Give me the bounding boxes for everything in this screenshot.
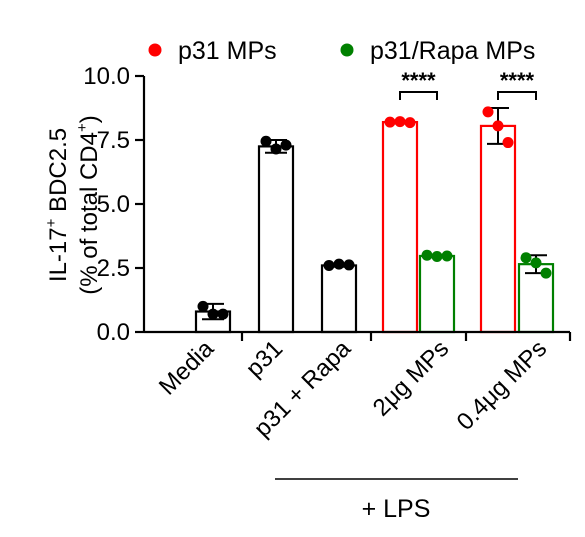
significance-label: **** [500,68,535,93]
significance-bracket [399,91,438,100]
data-point [207,308,219,320]
y-axis-label: IL-17+ BDC2.5 (% of total CD4+) [43,115,103,295]
data-point [197,300,209,312]
bar-group [194,300,232,334]
y-tick-label: 5.0 [97,191,130,218]
lps-group-label: + LPS [362,495,431,523]
data-point [520,252,532,264]
data-point [441,250,453,262]
legend-marker-p31-rapa-mps [340,43,354,57]
data-point [280,139,292,151]
x-category-label: 0.4μg MPs [452,335,553,436]
bar-group [381,116,419,334]
bar [479,124,517,334]
y-axis-label-line1: IL-17+ BDC2.5 [43,128,72,282]
data-point [404,117,416,129]
data-point [492,120,504,132]
data-point [540,267,552,279]
bars-layer [194,106,555,334]
y-tick-label: 7.5 [97,127,130,154]
data-point [482,106,494,118]
x-category-label: p31 [241,335,288,382]
significance-bracket [497,91,537,100]
data-point [394,116,406,128]
legend: p31 MPs p31/Rapa MPs [148,37,535,65]
y-tick-label: 2.5 [97,255,130,282]
data-point [270,143,282,155]
data-point [333,258,345,270]
data-point [260,135,272,147]
data-point [343,259,355,271]
bar-group [257,135,295,334]
data-point [431,250,443,262]
bar-group [479,106,517,334]
legend-marker-p31-mps [148,43,162,57]
legend-label-p31-rapa-mps: p31/Rapa MPs [370,37,535,65]
bar [257,145,295,334]
data-point [217,308,229,320]
significance-annotations: **** **** [399,68,537,100]
data-point [530,257,542,269]
y-axis-label-line2: (% of total CD4+) [74,115,103,295]
x-category-label: Media [154,335,220,401]
bar [418,254,456,334]
data-point [323,259,335,271]
data-point [502,137,514,149]
lps-group: + LPS [275,478,518,523]
bar-group [320,258,358,334]
bar-group [517,252,555,334]
y-tick-label: 0.0 [97,319,130,346]
bar-group [418,249,456,334]
bar [381,120,419,334]
significance-label: **** [401,68,436,93]
y-axis: 0.0 2.5 5.0 7.5 10.0 [83,63,146,346]
data-point [421,249,433,261]
y-tick-label: 10.0 [83,63,130,90]
x-category-label: 2μg MPs [368,335,454,421]
legend-label-p31-mps: p31 MPs [178,37,277,65]
data-point [384,116,396,128]
bar [320,264,358,334]
